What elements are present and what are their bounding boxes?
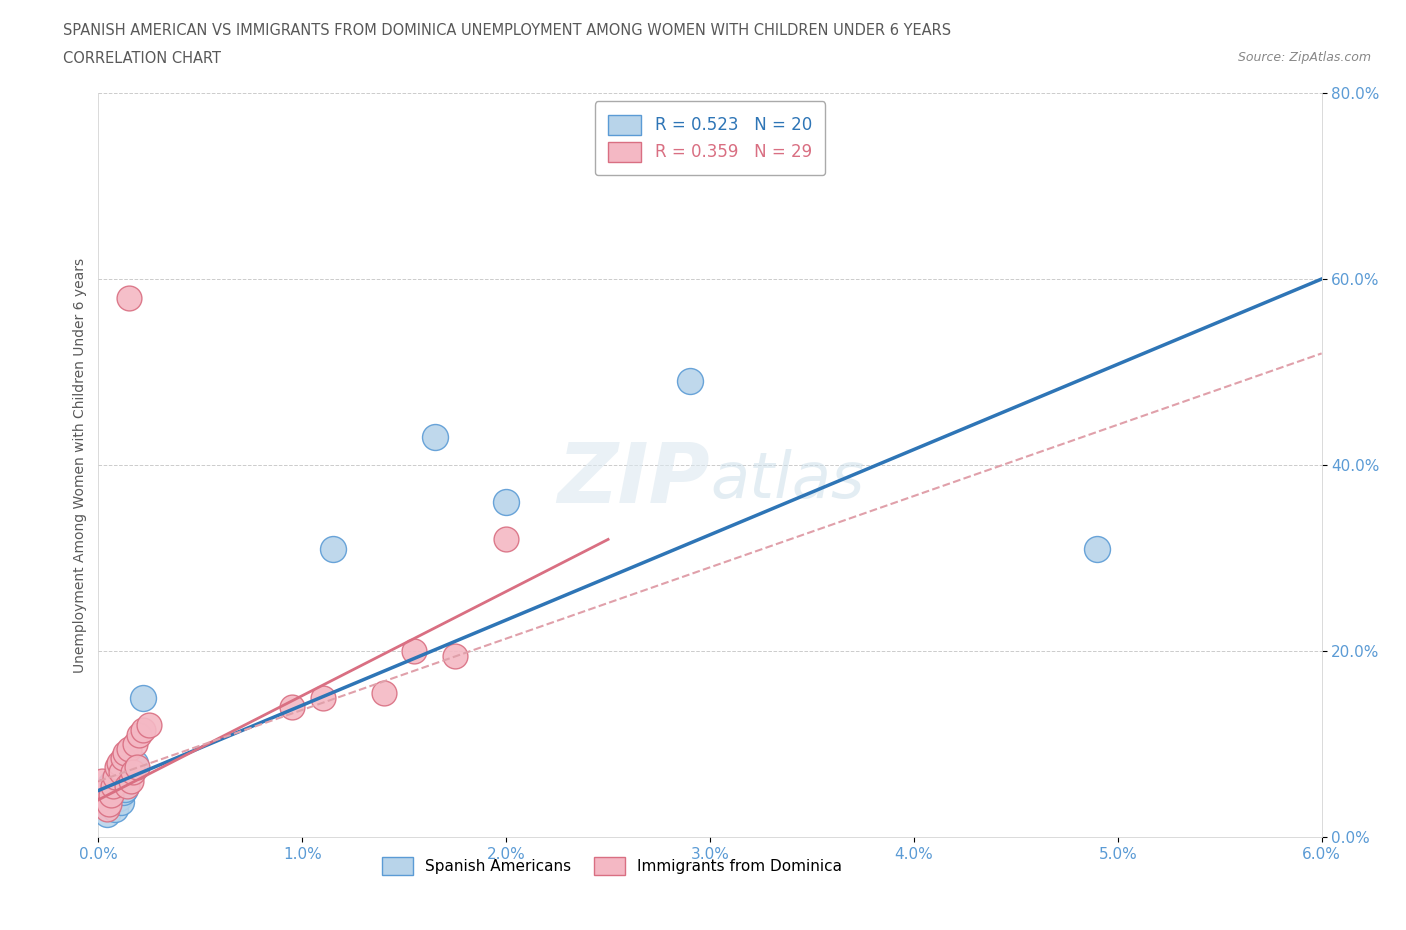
Point (124, 737, 146, 751)
Point (124, 755, 146, 770)
Point (91, 774, 114, 789)
Point (138, 718, 160, 733)
Point (104, 802, 127, 817)
Text: atlas: atlas (710, 449, 865, 511)
Point (122, 764, 145, 779)
Point (110, 794, 132, 809)
Point (89, 792, 111, 807)
Point (118, 741, 141, 756)
Point (115, 778, 138, 793)
Point (108, 790, 131, 805)
Y-axis label: Unemployment Among Women with Children Under 6 years: Unemployment Among Women with Children U… (73, 258, 87, 672)
Point (104, 769, 127, 784)
Point (114, 746, 136, 761)
Point (322, 541, 344, 556)
Point (495, 532, 517, 547)
Legend: Spanish Americans, Immigrants from Dominica: Spanish Americans, Immigrants from Domin… (377, 851, 848, 882)
Text: Source: ZipAtlas.com: Source: ZipAtlas.com (1237, 51, 1371, 64)
Text: ZIP: ZIP (557, 439, 710, 521)
Point (100, 788, 122, 803)
Point (132, 723, 155, 737)
Point (97, 778, 120, 793)
Point (423, 430, 446, 445)
Text: SPANISH AMERICAN VS IMMIGRANTS FROM DOMINICA UNEMPLOYMENT AMONG WOMEN WITH CHILD: SPANISH AMERICAN VS IMMIGRANTS FROM DOMI… (63, 23, 952, 38)
Point (105, 760, 128, 775)
Point (97, 797, 120, 812)
Text: CORRELATION CHART: CORRELATION CHART (63, 51, 221, 66)
Point (120, 774, 142, 789)
Point (105, 783, 128, 798)
Point (111, 785, 134, 800)
Point (93, 783, 115, 798)
Point (110, 764, 132, 779)
Point (108, 755, 131, 770)
Point (404, 644, 426, 658)
Point (96, 806, 118, 821)
Point (679, 374, 702, 389)
Point (281, 699, 304, 714)
Point (96, 802, 118, 817)
Point (114, 781, 136, 796)
Point (1085, 541, 1108, 556)
Point (127, 760, 149, 775)
Point (111, 751, 134, 765)
Point (444, 648, 467, 663)
Point (101, 774, 124, 789)
Point (101, 778, 124, 793)
Point (100, 788, 122, 803)
Point (93, 792, 115, 807)
Point (128, 727, 150, 742)
Point (495, 495, 517, 510)
Point (91, 797, 114, 812)
Point (118, 290, 141, 305)
Point (132, 690, 155, 705)
Point (118, 764, 141, 779)
Point (311, 690, 335, 705)
Point (373, 685, 395, 700)
